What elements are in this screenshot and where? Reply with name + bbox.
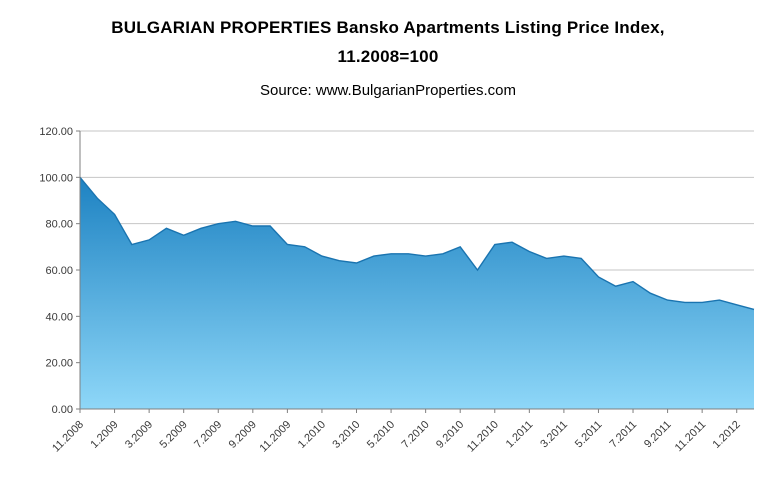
x-axis-label: 1.2012 [711, 418, 743, 450]
x-axis-label: 9.2010 [434, 418, 466, 450]
y-axis-label: 0.00 [52, 404, 73, 416]
chart-title-line2: 11.2008=100 [337, 46, 439, 66]
x-axis-label: 3.2011 [538, 418, 570, 450]
series-line [79, 176, 755, 310]
x-axis-label: 11.2010 [465, 418, 501, 454]
x-axis-label: 7.2010 [399, 418, 431, 450]
x-axis-label: 1.2010 [296, 418, 328, 450]
chart-source-caption: Source: www.BulgarianProperties.com [260, 81, 516, 99]
x-axis-label: 1.2009 [88, 418, 120, 450]
x-axis-label: 5.2010 [365, 418, 397, 450]
area-series [80, 177, 754, 409]
x-axis-label: 11.2009 [257, 418, 293, 454]
y-axis-label: 80.00 [45, 218, 73, 230]
y-axis-label: 40.00 [45, 311, 73, 323]
chart-title: BULGARIAN PROPERTIES Bansko Apartments L… [0, 0, 776, 72]
y-axis-label: 120.00 [39, 126, 73, 138]
y-axis-label: 20.00 [45, 357, 73, 369]
x-axis-label: 5.2009 [158, 418, 190, 450]
chart-title-line1: BULGARIAN PROPERTIES Bansko Apartments L… [111, 18, 665, 37]
x-axis-label: 7.2011 [607, 418, 639, 450]
y-axis-label: 100.00 [39, 172, 73, 184]
x-axis-label: 3.2009 [123, 418, 155, 450]
x-axis-label: 1.2011 [504, 418, 536, 450]
x-axis-label: 9.2011 [642, 418, 674, 450]
price-index-area-chart: 0.00 20.00 40.00 60.00 80.00 100.00 120.00 11.2… [39, 126, 755, 454]
y-axis-label: 60.00 [45, 265, 73, 277]
x-axis-label: 11.2008 [50, 418, 86, 454]
x-axis-label: 9.2009 [227, 418, 259, 450]
x-axis-label: 3.2010 [330, 418, 362, 450]
x-axis-label: 11.2011 [673, 418, 708, 453]
x-axis-label: 5.2011 [573, 418, 605, 450]
x-axis-label: 7.2009 [192, 418, 224, 450]
